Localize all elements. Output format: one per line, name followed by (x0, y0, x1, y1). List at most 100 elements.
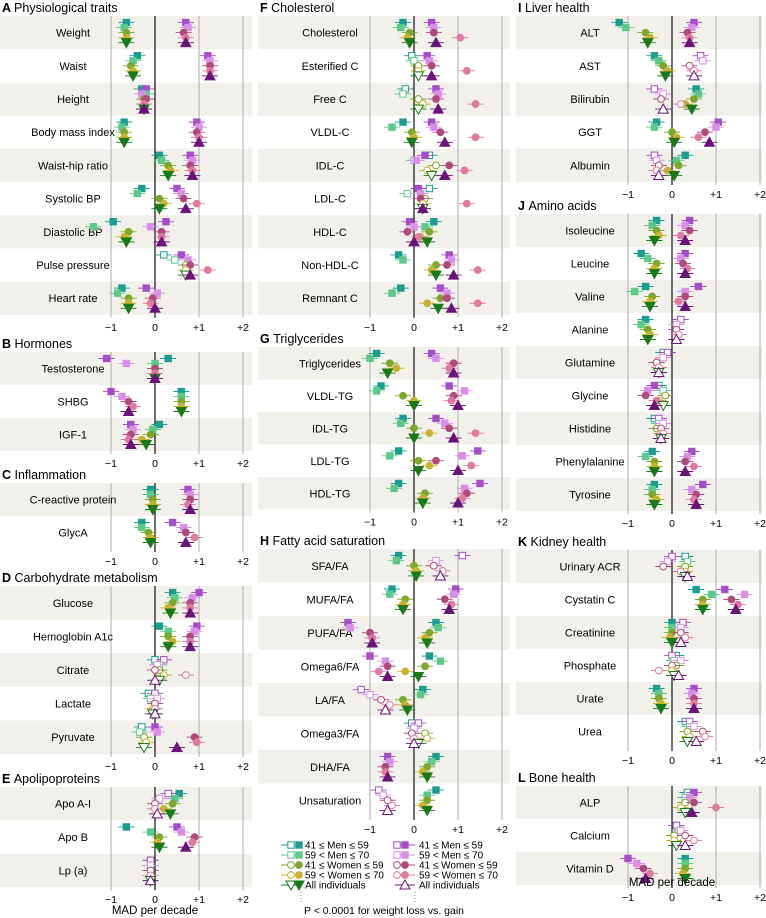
row-band (258, 616, 510, 650)
legend-marker-filled (295, 871, 303, 879)
gain-marker (155, 794, 164, 803)
gain-marker (462, 489, 471, 498)
row-label: GGT (578, 127, 602, 139)
gain-marker (452, 464, 464, 476)
row-label: Valine (575, 292, 605, 304)
panel-title-text: Liver health (525, 1, 590, 15)
gain-marker (138, 103, 150, 114)
row-label: HDL-C (313, 227, 347, 239)
gain-marker (430, 36, 442, 48)
gain-marker (447, 367, 460, 378)
gain-marker (155, 235, 168, 247)
loss-marker (394, 479, 403, 488)
gain-marker (677, 315, 685, 324)
gain-marker (204, 69, 216, 81)
loss-marker (381, 368, 394, 380)
panel-letter: D (2, 571, 15, 585)
loss-marker (140, 440, 153, 451)
panel-title-b: B Hormones (2, 337, 72, 351)
gain-marker (184, 269, 197, 280)
row-band (516, 682, 762, 715)
tick-label: +1 (193, 556, 205, 568)
loss-marker (399, 118, 407, 126)
gain-marker (381, 804, 394, 815)
gain-marker (458, 494, 467, 503)
tick-label: −1 (105, 761, 117, 773)
legend-label: 41 ≤ Men ≤ 59 (419, 841, 483, 852)
panel-title-c: C Inflammation (2, 468, 86, 482)
loss-marker (655, 704, 667, 715)
row-label: LA/FA (315, 695, 346, 707)
gain-marker (624, 854, 632, 863)
loss-marker (670, 841, 683, 852)
gain-marker (377, 695, 385, 704)
gain-marker (429, 28, 438, 37)
loss-marker (648, 490, 657, 499)
tick-label: −1 (622, 892, 634, 904)
loss-marker (410, 571, 423, 582)
row-label: Omega3/FA (301, 728, 360, 740)
loss-marker (668, 137, 681, 149)
loss-marker (412, 466, 425, 477)
panel-letter: B (2, 337, 15, 351)
gain-marker (471, 429, 480, 438)
panel-title-e: E Apolipoproteins (2, 772, 100, 786)
gain-marker (699, 57, 707, 65)
tick-label: −1 (364, 517, 376, 529)
gain-marker (452, 497, 464, 508)
loss-marker (696, 605, 709, 616)
row-label: AST (579, 61, 601, 73)
row-label: Lactate (55, 699, 91, 711)
loss-marker (421, 237, 434, 248)
loss-marker (412, 104, 425, 116)
tick-label: +2 (754, 755, 766, 767)
gain-marker (366, 636, 379, 648)
gain-marker (445, 364, 454, 373)
tick-label: +1 (452, 824, 464, 836)
tick-label: +2 (496, 824, 508, 836)
panel-letter: H (260, 534, 273, 548)
row-band (258, 549, 510, 583)
loss-marker (648, 500, 661, 511)
gain-marker (679, 300, 692, 311)
gain-marker (405, 218, 414, 226)
row-label: Glucose (53, 598, 93, 610)
gain-marker (445, 424, 454, 433)
panel-letter: F (260, 1, 271, 15)
loss-marker (421, 772, 434, 783)
loss-marker (641, 335, 654, 346)
loss-marker (392, 556, 401, 565)
gain-marker (168, 518, 177, 527)
tick-label: 0 (669, 892, 675, 904)
tick-label: +1 (710, 892, 722, 904)
row-band (516, 82, 762, 116)
loss-marker (89, 223, 98, 231)
gain-marker (425, 69, 438, 81)
gain-marker (663, 557, 672, 566)
gain-marker (366, 690, 374, 699)
loss-marker (425, 227, 434, 236)
gain-marker (476, 479, 484, 488)
loss-marker (425, 652, 434, 660)
gain-marker (690, 735, 703, 746)
tick-label: +1 (452, 517, 464, 529)
gain-marker (181, 528, 190, 537)
gain-marker (474, 447, 482, 455)
panel-c: C Inflammation −1 0 +1 +2 C-reactive protein G… (0, 468, 252, 568)
tick-label: −1 (622, 755, 634, 767)
gain-marker (654, 666, 663, 675)
gain-marker (432, 95, 440, 103)
gain-marker (650, 85, 659, 93)
gain-marker (657, 103, 670, 114)
gain-marker (679, 234, 692, 245)
loss-marker (423, 796, 432, 805)
loss-marker (425, 628, 434, 637)
legend-label: 59 < Men ≤ 70 (305, 851, 370, 862)
tick-label: 0 (411, 517, 417, 529)
gain-marker (184, 503, 197, 514)
tick-label: −1 (364, 322, 376, 334)
gain-marker (445, 382, 453, 390)
loss-marker (403, 38, 416, 49)
gain-marker (462, 199, 471, 208)
